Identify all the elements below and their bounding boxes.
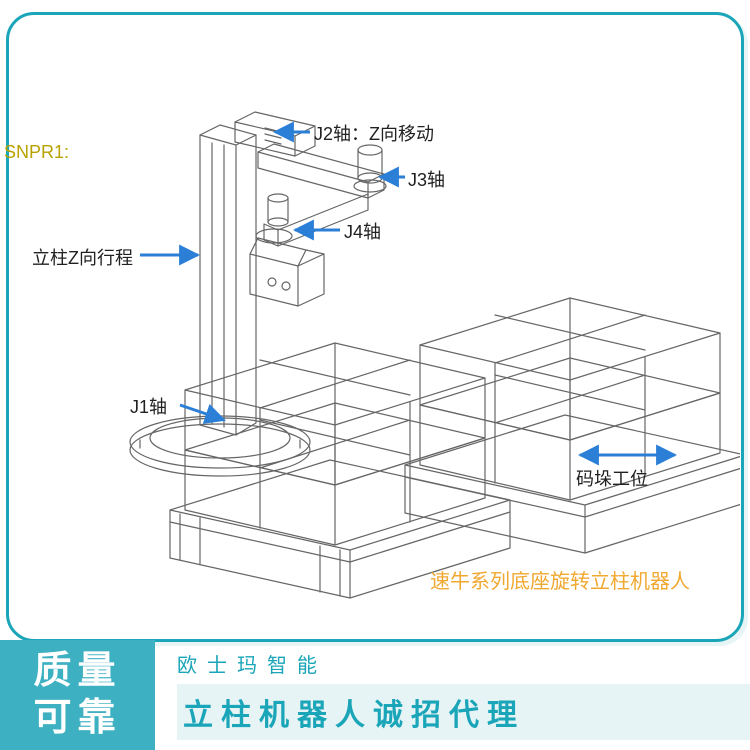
label-snpr: SNPR1: [4,142,69,163]
label-j3: J3轴 [408,166,445,192]
label-j1: J1轴 [130,393,167,419]
bottom-bar: 质量 可靠 欧士玛智能 立柱机器人诚招代理 [0,640,750,750]
label-j4: J4轴 [344,218,381,244]
label-column: 立柱Z向行程 [32,244,133,270]
badge-line1: 质量 [33,648,121,696]
label-j2: J2轴：Z向移动 [314,120,434,146]
quality-badge: 质量 可靠 [0,640,155,750]
badge-line2: 可靠 [33,695,121,743]
diagram: SNPR1: 立柱Z向行程 J1轴 J2轴：Z向移动 J3轴 J4轴 码垛工位 … [10,40,740,620]
diagram-caption: 速牛系列底座旋转立柱机器人 [430,565,690,594]
company-name: 欧士玛智能 [177,649,750,678]
label-station: 码垛工位 [576,465,648,491]
page-title: 立柱机器人诚招代理 [177,684,750,740]
title-block: 欧士玛智能 立柱机器人诚招代理 [155,640,750,750]
